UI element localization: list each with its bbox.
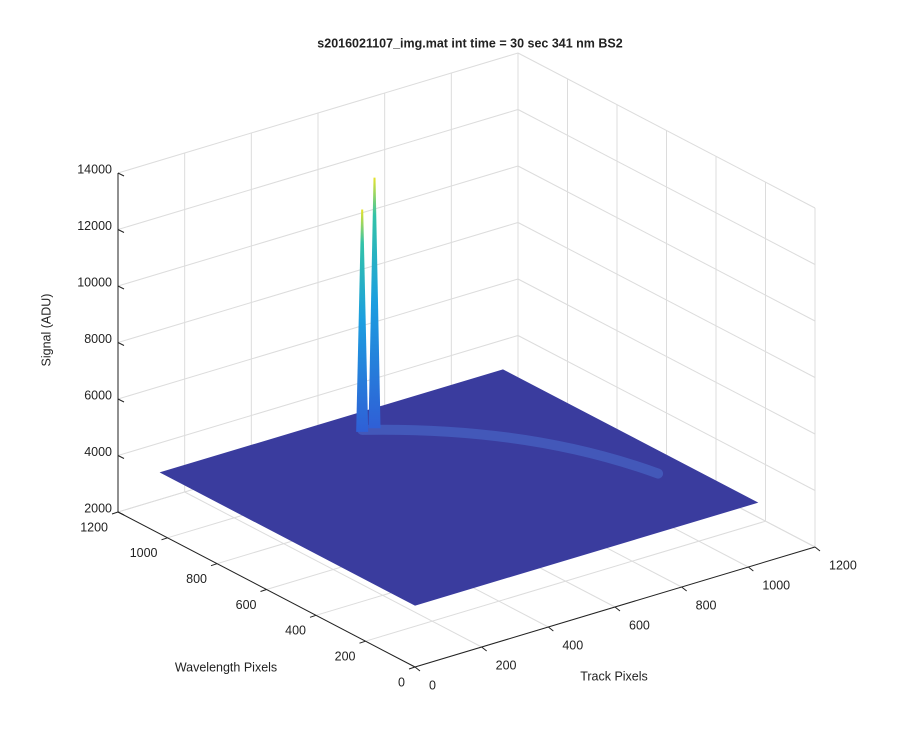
z-tick-label: 12000 [77, 219, 112, 233]
peak [368, 177, 381, 429]
y-tick-label: 600 [236, 598, 257, 612]
z-axis-title: Signal (ADU) [39, 294, 53, 367]
y-axis-title: Wavelength Pixels [175, 660, 277, 674]
grid-line [117, 109, 519, 230]
x-axis-title: Track Pixels [580, 669, 648, 683]
z-tick [117, 455, 125, 459]
grid-line [517, 278, 816, 435]
y-tick-label: 800 [186, 572, 207, 586]
grid-line [365, 520, 766, 642]
z-tick [117, 229, 125, 233]
y-tick-label: 1000 [130, 546, 158, 560]
z-tick [117, 285, 125, 290]
grid-line [517, 165, 816, 322]
y-tick-label: 400 [285, 624, 306, 638]
x-tick-label: 1000 [762, 578, 790, 592]
x-tick-label: 200 [496, 658, 517, 672]
grid-line [117, 222, 519, 343]
peak [356, 209, 369, 432]
surface-plane [159, 369, 759, 606]
x-tick-label: 800 [696, 598, 717, 612]
z-tick-label: 8000 [84, 332, 112, 346]
x-tick [814, 546, 821, 552]
x-tick [681, 586, 687, 592]
y-tick [161, 537, 168, 541]
z-tick [117, 511, 125, 516]
x-tick-label: 1200 [829, 558, 857, 572]
z-tick-label: 14000 [77, 162, 112, 176]
ridge [357, 424, 664, 479]
x-tick [614, 606, 621, 612]
grid: 0200400600800100012000200400600800100012… [77, 52, 857, 692]
grid-line [117, 165, 519, 287]
plot [159, 177, 759, 606]
grid-line [117, 335, 519, 456]
y-tick [408, 666, 416, 670]
grid-line [517, 222, 816, 378]
x-tick [548, 626, 554, 632]
z-tick [117, 172, 125, 177]
z-tick-label: 6000 [84, 388, 112, 402]
y-tick [210, 563, 218, 567]
y-tick-label: 0 [398, 675, 405, 689]
z-tick-label: 10000 [77, 275, 112, 289]
grid-line [117, 52, 519, 174]
chart-title: s2016021107_img.mat int time = 30 sec 34… [317, 36, 622, 50]
x-tick-label: 600 [629, 618, 650, 632]
grid-line [517, 109, 816, 265]
x-tick-label: 400 [562, 638, 583, 652]
y-tick [309, 614, 317, 618]
z-tick [117, 398, 125, 403]
grid-line [517, 52, 816, 209]
x-tick [414, 666, 421, 672]
x-tick [748, 566, 754, 572]
z-tick [117, 342, 125, 346]
x-tick [481, 646, 487, 652]
z-tick-label: 4000 [84, 445, 112, 459]
x-tick-label: 0 [429, 678, 436, 692]
y-tick-label: 200 [335, 649, 356, 663]
y-tick [260, 589, 267, 592]
z-tick-label: 2000 [84, 501, 112, 515]
y-tick-label: 1200 [80, 520, 108, 534]
grid-line [517, 335, 816, 491]
y-tick [111, 511, 119, 515]
grid-line [117, 278, 519, 400]
y-tick [359, 640, 366, 644]
